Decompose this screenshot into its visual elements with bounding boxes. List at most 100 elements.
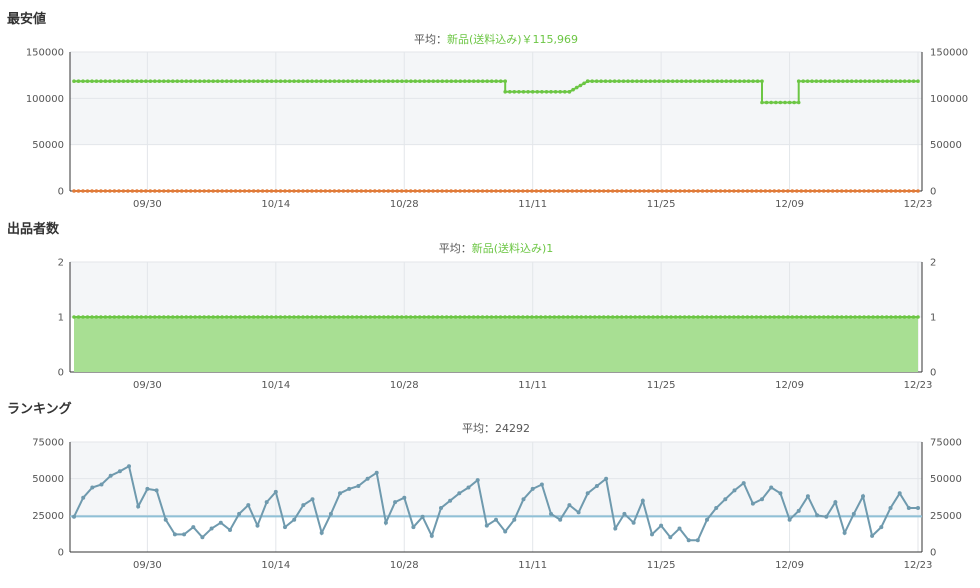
data-point — [382, 79, 386, 83]
data-point — [830, 315, 835, 319]
chart-subtitle: 平均：新品(送料込み)￥115,969 — [414, 32, 578, 46]
data-point — [458, 189, 462, 193]
data-point — [94, 189, 99, 193]
data-point — [709, 189, 714, 193]
data-point — [548, 189, 552, 193]
data-point — [485, 315, 489, 319]
data-point — [457, 491, 462, 496]
data-point — [171, 315, 175, 319]
data-point — [732, 189, 736, 193]
data-point — [224, 79, 229, 83]
data-point — [741, 481, 746, 486]
data-point — [902, 315, 907, 319]
data-point — [630, 79, 635, 83]
data-point — [260, 315, 265, 319]
data-point — [826, 315, 830, 319]
data-point — [548, 315, 552, 319]
data-point — [413, 79, 418, 83]
x-tick-label: 10/28 — [390, 560, 419, 571]
data-point — [686, 538, 691, 543]
data-point — [599, 79, 603, 83]
data-point — [193, 189, 197, 193]
x-tick-label: 11/25 — [647, 199, 676, 210]
x-tick-label: 12/23 — [904, 199, 933, 210]
data-point — [215, 189, 220, 193]
data-point — [879, 525, 884, 530]
data-point — [305, 315, 310, 319]
data-point — [911, 189, 916, 193]
data-point — [188, 315, 193, 319]
data-point — [391, 79, 395, 83]
data-point — [898, 189, 902, 193]
data-point — [631, 520, 636, 525]
data-point — [669, 315, 673, 319]
data-point — [696, 315, 700, 319]
data-point — [754, 189, 759, 193]
data-point — [233, 79, 238, 83]
data-point — [601, 189, 606, 193]
data-point — [283, 315, 287, 319]
data-point — [805, 494, 810, 499]
data-point — [812, 315, 817, 319]
y-tick-label-left: 25000 — [32, 511, 64, 522]
data-point — [130, 189, 135, 193]
data-point — [512, 189, 516, 193]
data-point — [691, 315, 696, 319]
y-tick-label-left: 0 — [58, 187, 64, 198]
data-point — [582, 81, 586, 86]
data-point — [593, 315, 597, 319]
data-point — [741, 315, 745, 319]
data-point — [610, 189, 615, 193]
data-point — [543, 315, 548, 319]
data-point — [880, 79, 885, 83]
data-point — [287, 315, 292, 319]
data-point — [792, 100, 796, 105]
data-point — [633, 315, 637, 319]
series-line — [74, 80, 918, 104]
data-point — [714, 315, 718, 319]
data-point — [466, 485, 471, 490]
data-point — [736, 315, 741, 319]
data-point — [854, 79, 858, 83]
data-point — [359, 315, 364, 319]
data-point — [135, 189, 139, 193]
data-point — [355, 189, 359, 193]
data-point — [422, 189, 427, 193]
data-point — [144, 315, 148, 319]
data-point — [287, 189, 292, 193]
data-point — [386, 189, 391, 193]
data-point — [436, 79, 440, 83]
data-point — [786, 315, 790, 319]
data-point — [651, 189, 655, 193]
data-point — [373, 79, 377, 83]
data-point — [498, 315, 503, 319]
data-point — [238, 79, 242, 83]
data-point — [907, 189, 911, 193]
data-point — [889, 189, 893, 193]
data-point — [445, 79, 449, 83]
data-point — [628, 315, 633, 319]
data-point — [705, 315, 709, 319]
data-point — [866, 189, 871, 193]
data-point — [117, 315, 121, 319]
data-point — [617, 79, 621, 83]
data-point — [323, 315, 328, 319]
data-point — [429, 533, 434, 538]
chart-title: 最安値 — [7, 11, 46, 27]
data-point — [543, 189, 548, 193]
y-tick-label-left: 1 — [58, 313, 64, 324]
data-point — [853, 189, 857, 193]
data-point — [521, 90, 526, 94]
data-point — [673, 315, 678, 319]
y-tick-label-right: 0 — [930, 187, 936, 198]
x-tick-label: 11/11 — [518, 560, 547, 571]
data-point — [884, 315, 889, 319]
data-point — [90, 189, 94, 193]
data-point — [579, 189, 584, 193]
data-point — [171, 189, 175, 193]
data-point — [503, 90, 508, 94]
data-point — [810, 79, 814, 83]
data-point — [458, 315, 462, 319]
data-point — [81, 189, 85, 193]
